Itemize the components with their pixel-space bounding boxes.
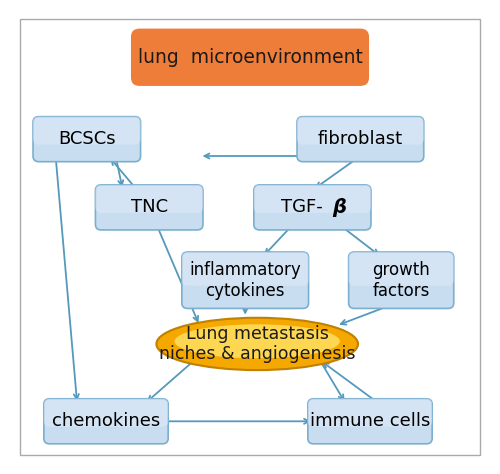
FancyBboxPatch shape xyxy=(44,399,168,444)
Ellipse shape xyxy=(156,318,358,370)
FancyBboxPatch shape xyxy=(182,252,308,309)
FancyBboxPatch shape xyxy=(131,28,369,86)
Text: fibroblast: fibroblast xyxy=(318,130,403,148)
FancyBboxPatch shape xyxy=(96,185,203,213)
FancyBboxPatch shape xyxy=(348,252,454,286)
FancyBboxPatch shape xyxy=(33,117,140,162)
FancyBboxPatch shape xyxy=(254,185,371,230)
FancyBboxPatch shape xyxy=(44,399,168,427)
Text: β: β xyxy=(332,198,346,217)
Text: TGF-: TGF- xyxy=(281,199,322,217)
Text: Lung metastasis
niches & angiogenesis: Lung metastasis niches & angiogenesis xyxy=(159,325,356,364)
Text: chemokines: chemokines xyxy=(52,412,160,430)
FancyBboxPatch shape xyxy=(297,117,424,162)
FancyBboxPatch shape xyxy=(33,117,140,145)
Text: BCSCs: BCSCs xyxy=(58,130,116,148)
Ellipse shape xyxy=(174,324,340,358)
Text: TNC: TNC xyxy=(130,199,168,217)
Text: lung  microenvironment: lung microenvironment xyxy=(138,48,362,67)
FancyBboxPatch shape xyxy=(96,185,203,230)
FancyBboxPatch shape xyxy=(254,185,371,213)
Text: growth
factors: growth factors xyxy=(372,261,430,300)
FancyBboxPatch shape xyxy=(297,117,424,145)
FancyBboxPatch shape xyxy=(182,252,308,286)
Text: immune cells: immune cells xyxy=(310,412,430,430)
FancyBboxPatch shape xyxy=(348,252,454,309)
Text: inflammatory
cytokines: inflammatory cytokines xyxy=(190,261,301,300)
FancyBboxPatch shape xyxy=(308,399,432,427)
FancyBboxPatch shape xyxy=(308,399,432,444)
